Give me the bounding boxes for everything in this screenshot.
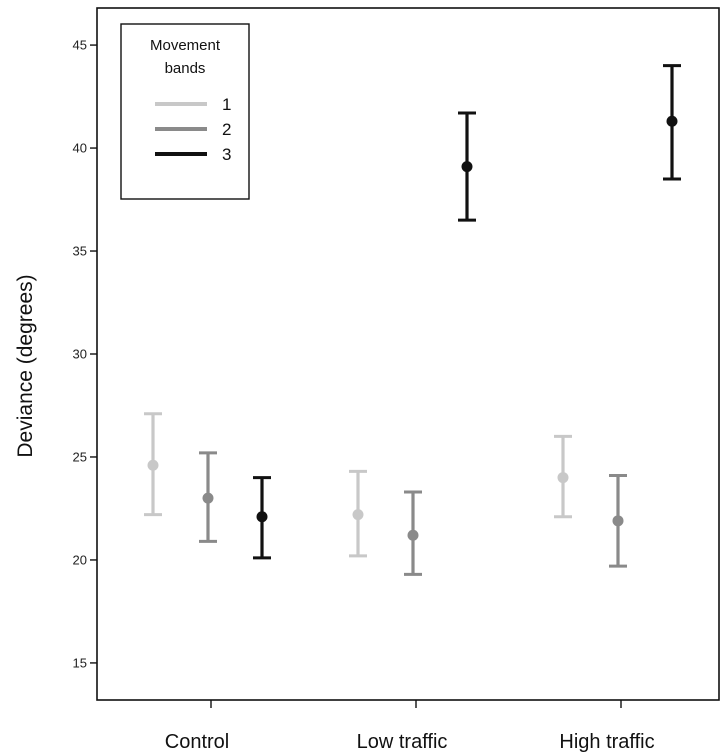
- mean-point: [202, 492, 214, 504]
- legend-title: Movement: [150, 37, 221, 54]
- y-tick-label: 15: [73, 655, 87, 670]
- y-tick-label: 30: [73, 347, 87, 362]
- series-3: [253, 64, 681, 560]
- legend-label: 2: [222, 120, 231, 139]
- mean-point: [147, 459, 159, 471]
- legend-label: 1: [222, 95, 231, 114]
- y-tick-label: 20: [73, 552, 87, 567]
- y-tick-label: 25: [73, 449, 87, 464]
- mean-point: [612, 515, 624, 527]
- y-tick-label: 45: [73, 38, 87, 53]
- series-1: [144, 412, 572, 558]
- y-tick-label: 35: [73, 244, 87, 259]
- mean-point: [256, 511, 268, 523]
- y-tick-label: 40: [73, 141, 87, 156]
- mean-point: [461, 161, 473, 173]
- x-category-label: Low traffic: [357, 731, 448, 753]
- series-2: [199, 451, 627, 576]
- legend-box: [120, 23, 250, 200]
- mean-point: [557, 472, 569, 484]
- y-axis-title: Deviance (degrees): [14, 274, 37, 457]
- mean-point: [666, 115, 678, 127]
- mean-point: [352, 509, 364, 521]
- mean-point: [407, 529, 419, 541]
- legend-label: 3: [222, 145, 231, 164]
- x-category-label: Control: [165, 731, 229, 753]
- legend-title: bands: [165, 60, 206, 77]
- x-category-label: High traffic: [559, 731, 654, 753]
